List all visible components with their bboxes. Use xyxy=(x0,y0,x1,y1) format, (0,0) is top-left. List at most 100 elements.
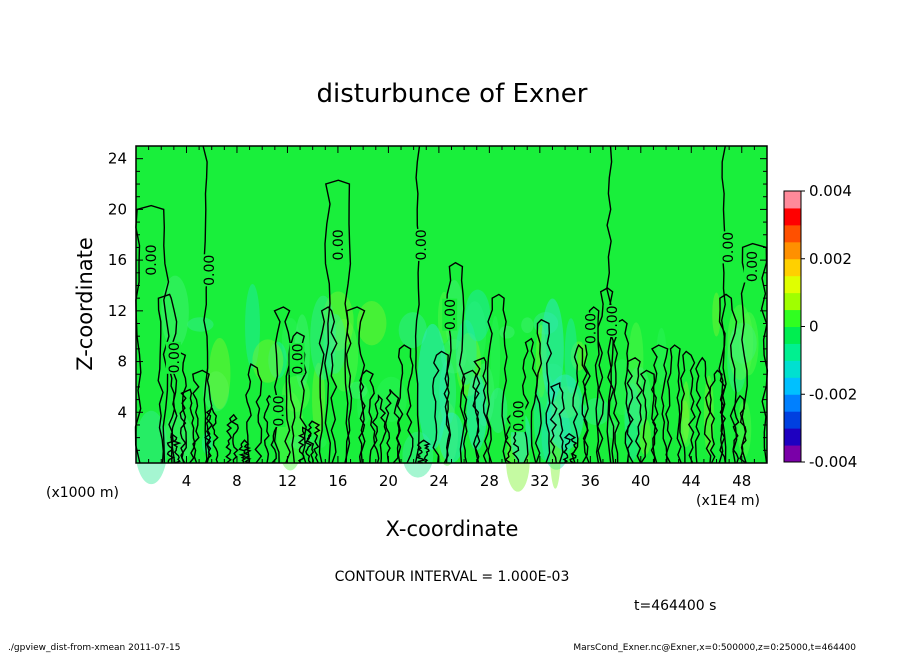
x-tick-label: 44 xyxy=(682,472,701,490)
contour-label-bg xyxy=(582,312,598,345)
contour-line xyxy=(639,369,657,464)
contour-label-bg xyxy=(442,298,458,331)
contour-label-text: 0.00 xyxy=(202,255,218,286)
contour-label: 0.00 xyxy=(603,305,621,337)
y-tick-label: 24 xyxy=(108,150,127,168)
colorbar-segment xyxy=(784,326,801,344)
contour-label-bg xyxy=(143,244,159,277)
y-tick-label: 8 xyxy=(117,353,127,371)
field-patch xyxy=(466,374,487,451)
x-tick-label: 24 xyxy=(429,472,448,490)
contour-line xyxy=(371,394,387,464)
x-tick-label: 32 xyxy=(530,472,549,490)
contour-line xyxy=(306,420,321,464)
x-tick-label: 28 xyxy=(480,472,499,490)
contour-line xyxy=(679,350,696,464)
x-tick-label: 12 xyxy=(278,472,297,490)
contour-line xyxy=(571,343,589,464)
x-axis-label: X-coordinate xyxy=(386,517,519,541)
colorbar-tick-label: -0.004 xyxy=(809,453,857,471)
x-tick-label: 20 xyxy=(379,472,398,490)
contour-line xyxy=(238,439,252,464)
contour-label: 0.00 xyxy=(165,341,183,374)
field-patch xyxy=(521,317,534,334)
contour-line xyxy=(288,331,307,464)
contour-label-bg xyxy=(270,395,286,427)
y-axis-label: Z-coordinate xyxy=(73,237,97,371)
time-text: t=464400 s xyxy=(634,598,716,614)
contour-line xyxy=(157,293,178,464)
contour-label-text: 0.00 xyxy=(331,229,347,260)
field-patch xyxy=(323,313,347,374)
field-patch xyxy=(208,338,231,410)
contour-line xyxy=(384,389,400,464)
contour-line xyxy=(626,356,643,464)
contour-label-bg xyxy=(165,341,181,374)
contour-label-text: 0.00 xyxy=(144,245,160,276)
contour-line xyxy=(396,344,414,464)
y-tick-label: 4 xyxy=(117,403,127,421)
colorbar-segment xyxy=(784,292,801,311)
field-patch xyxy=(656,327,667,386)
colorbar-segment xyxy=(784,428,801,446)
colorbar-segment xyxy=(784,309,801,327)
contour-lines xyxy=(134,145,769,464)
field-patch xyxy=(187,317,214,332)
contour-label: 0.00 xyxy=(270,395,288,427)
field-patch xyxy=(465,289,491,342)
contour-label-text: 0.00 xyxy=(443,299,459,330)
contour-line xyxy=(179,388,196,464)
contour-label-bg xyxy=(289,343,305,375)
colorbar-segment xyxy=(784,258,801,277)
contour-label-text: 0.00 xyxy=(272,395,288,426)
x-tick-label: 4 xyxy=(182,472,192,490)
colorbar-tick-label: -0.002 xyxy=(809,385,857,403)
colorbar-segment xyxy=(784,241,801,260)
field-patch xyxy=(310,295,337,381)
colorbar-segment xyxy=(784,191,801,209)
contour-interval-text: CONTOUR INTERVAL = 1.000E-03 xyxy=(335,569,570,585)
contour-label: 0.00 xyxy=(143,244,160,277)
y-axis-unit: (x1000 m) xyxy=(46,485,119,501)
contour-line xyxy=(245,363,263,464)
x-axis-ticks: 4 8 12 16 20 24 28 32 36 40 44 48 xyxy=(135,146,768,490)
contour-line xyxy=(709,369,727,464)
contour-line xyxy=(324,179,352,464)
contour-label: 0.00 xyxy=(289,343,307,375)
x-axis-unit: (x1E4 m) xyxy=(696,493,760,509)
contour-label-text: 0.00 xyxy=(511,401,527,432)
contour-line xyxy=(415,439,431,464)
field-patch xyxy=(356,301,387,346)
contour-label-bg xyxy=(510,400,526,433)
contour-label-bg xyxy=(329,228,345,261)
field-patch xyxy=(463,301,487,367)
contour-line xyxy=(166,432,182,464)
contour-label-bg xyxy=(201,254,217,287)
contour-line xyxy=(444,261,466,464)
field-patch xyxy=(490,315,501,400)
colorbar-segment xyxy=(784,360,801,378)
colorbar-tick-label: 0.004 xyxy=(809,182,852,200)
colorbar-tick-label: 0.002 xyxy=(809,250,852,268)
field-patch xyxy=(252,339,284,383)
contour-label-text: 0.00 xyxy=(291,343,307,374)
field-patch xyxy=(488,387,508,434)
contour-labels: 0.00 0.00 0.00 0.00 0.00 0.00 0.00 0.00 0.00 0.00… xyxy=(143,228,761,433)
contour-line xyxy=(318,306,338,464)
contour-label-text: 0.00 xyxy=(605,305,621,336)
contour-label: 0.00 xyxy=(743,250,761,283)
x-tick-label: 16 xyxy=(328,472,347,490)
contour-line xyxy=(562,432,578,464)
field-patch xyxy=(438,412,465,463)
field-patch xyxy=(712,292,721,337)
contour-line xyxy=(263,394,278,464)
colorbar-segment xyxy=(784,343,801,361)
colorbar-segment xyxy=(784,275,801,294)
field-patch xyxy=(680,400,690,444)
contour-label-text: 0.00 xyxy=(583,313,599,344)
contour-line xyxy=(204,407,219,464)
field-patch xyxy=(268,341,287,379)
contour-label-bg xyxy=(413,228,429,261)
y-tick-label: 12 xyxy=(108,302,127,320)
